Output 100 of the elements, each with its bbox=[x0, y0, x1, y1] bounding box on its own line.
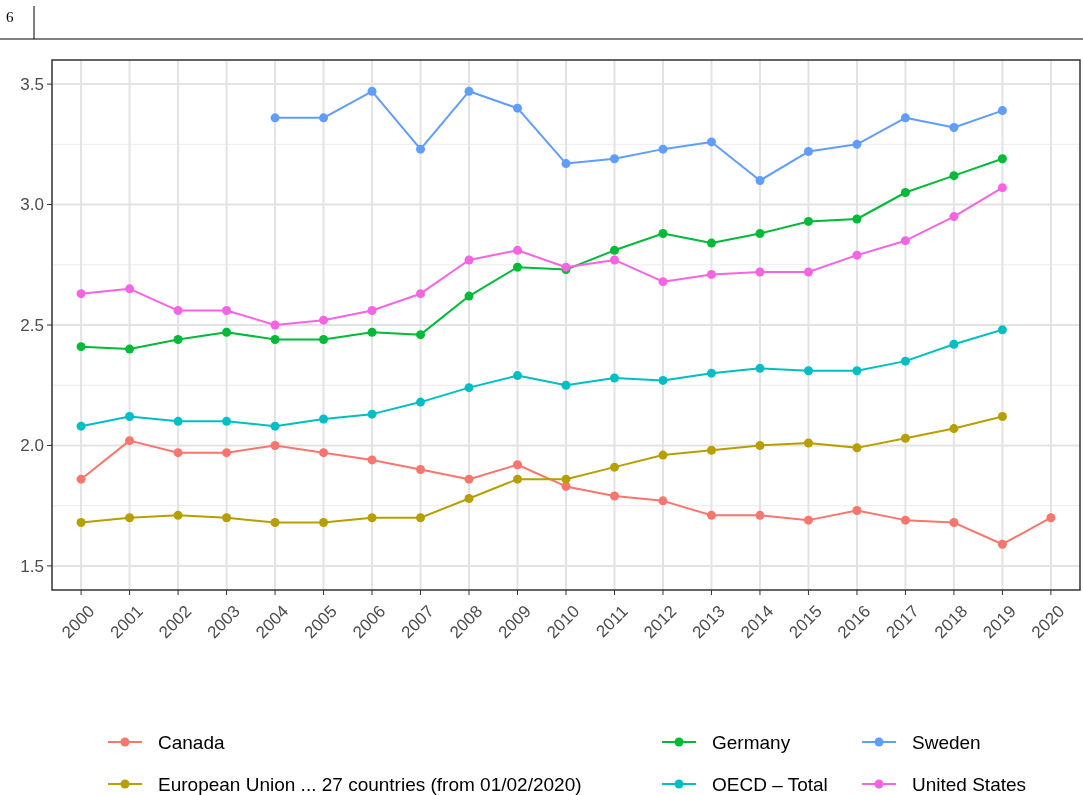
point bbox=[125, 436, 135, 446]
point bbox=[270, 113, 280, 123]
point bbox=[852, 214, 862, 224]
point bbox=[900, 113, 910, 123]
point bbox=[367, 327, 377, 337]
point bbox=[852, 366, 862, 376]
point bbox=[76, 518, 86, 528]
point bbox=[367, 513, 377, 523]
y-tick-label: 2.0 bbox=[20, 436, 44, 456]
point bbox=[319, 448, 329, 458]
point bbox=[852, 506, 862, 515]
point bbox=[76, 474, 86, 484]
point bbox=[125, 513, 135, 523]
point bbox=[222, 448, 232, 458]
point bbox=[222, 306, 232, 316]
point bbox=[803, 515, 813, 525]
point bbox=[658, 144, 668, 154]
point bbox=[997, 183, 1007, 193]
point bbox=[755, 267, 765, 277]
point bbox=[464, 493, 474, 503]
point bbox=[222, 327, 232, 337]
point bbox=[319, 414, 329, 424]
point bbox=[997, 325, 1007, 335]
point bbox=[658, 375, 668, 385]
point bbox=[319, 315, 329, 325]
legend-label: Germany bbox=[712, 731, 791, 753]
point bbox=[513, 371, 523, 381]
point bbox=[658, 450, 668, 460]
point bbox=[464, 291, 474, 301]
point bbox=[997, 154, 1007, 164]
point bbox=[1046, 513, 1056, 523]
point bbox=[949, 518, 959, 528]
point bbox=[513, 460, 523, 470]
point bbox=[755, 440, 765, 450]
point bbox=[997, 106, 1007, 116]
legend-label: Canada bbox=[158, 731, 225, 753]
point bbox=[755, 510, 765, 520]
point bbox=[173, 416, 183, 426]
y-tick-label: 1.5 bbox=[20, 556, 44, 576]
point bbox=[949, 424, 959, 434]
point bbox=[609, 255, 619, 265]
point bbox=[416, 513, 426, 523]
point bbox=[706, 368, 716, 378]
point bbox=[416, 397, 426, 407]
point bbox=[416, 465, 426, 475]
point bbox=[803, 216, 813, 226]
point bbox=[319, 113, 329, 123]
point bbox=[803, 147, 813, 157]
point bbox=[852, 443, 862, 453]
point bbox=[270, 518, 280, 528]
point bbox=[173, 510, 183, 520]
point bbox=[173, 306, 183, 316]
point bbox=[900, 356, 910, 366]
point bbox=[658, 277, 668, 287]
point bbox=[949, 171, 959, 181]
point bbox=[367, 409, 377, 419]
point bbox=[76, 421, 86, 431]
point bbox=[367, 86, 377, 96]
point bbox=[658, 228, 668, 238]
point bbox=[416, 144, 426, 154]
point bbox=[513, 245, 523, 255]
point bbox=[803, 366, 813, 376]
point bbox=[416, 330, 426, 340]
point bbox=[706, 445, 716, 455]
point bbox=[561, 380, 571, 390]
point bbox=[852, 250, 862, 260]
point bbox=[609, 245, 619, 255]
point bbox=[319, 334, 329, 344]
point bbox=[222, 416, 232, 426]
point bbox=[658, 496, 668, 506]
y-tick-label: 3.0 bbox=[20, 195, 44, 215]
point bbox=[609, 462, 619, 472]
point bbox=[803, 438, 813, 448]
point bbox=[125, 344, 135, 354]
text: 6 bbox=[6, 9, 14, 25]
point bbox=[755, 228, 765, 238]
point bbox=[949, 212, 959, 222]
point bbox=[367, 306, 377, 316]
point bbox=[900, 433, 910, 443]
point bbox=[900, 188, 910, 197]
legend-label: United States bbox=[912, 773, 1027, 795]
legend-label: European Union ... 27 countries (from 01/02/2020) bbox=[158, 773, 582, 795]
point bbox=[173, 448, 183, 458]
point bbox=[706, 510, 716, 520]
point bbox=[513, 103, 523, 113]
point bbox=[609, 154, 619, 164]
point bbox=[609, 373, 619, 383]
point bbox=[561, 474, 571, 484]
point bbox=[125, 412, 135, 422]
point bbox=[513, 262, 523, 272]
point bbox=[76, 342, 86, 352]
point bbox=[464, 255, 474, 265]
point bbox=[464, 383, 474, 393]
point bbox=[706, 238, 716, 248]
point bbox=[852, 139, 862, 149]
point bbox=[464, 474, 474, 484]
point bbox=[173, 334, 183, 344]
point bbox=[900, 515, 910, 525]
point bbox=[949, 122, 959, 132]
point bbox=[416, 289, 426, 299]
